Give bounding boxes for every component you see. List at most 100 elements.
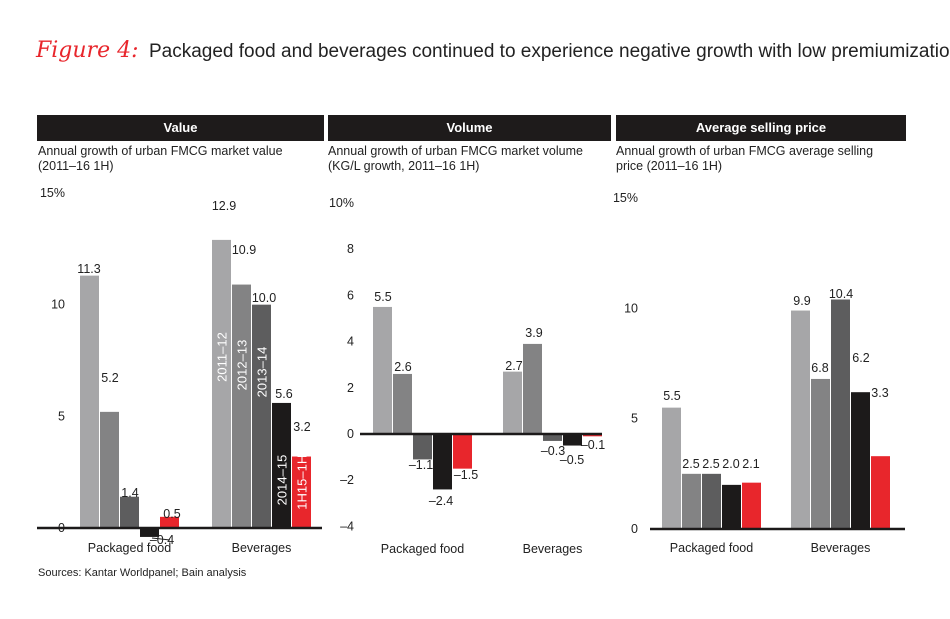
y-tick-label: 10% (329, 196, 354, 210)
data-label: 3.2 (293, 420, 310, 434)
y-tick-label: 10 (624, 301, 638, 315)
bar (433, 434, 452, 490)
y-tick-label: 4 (347, 335, 354, 349)
data-label: 2.1 (742, 457, 759, 471)
x-category-label: Beverages (523, 542, 583, 556)
data-label: 2.0 (722, 457, 739, 471)
data-label: –1.5 (454, 468, 478, 482)
bar (393, 373, 412, 434)
data-label: –0.1 (581, 438, 605, 452)
data-label: 2.6 (394, 360, 411, 374)
figure-label: Figure 4: (36, 38, 139, 63)
bar (80, 275, 99, 528)
panel-subtitle-volume: Annual growth of urban FMCG market volum… (328, 144, 583, 174)
y-tick-label: 0 (347, 427, 354, 441)
y-tick-label: –4 (340, 519, 354, 533)
series-label: 1H15–1H16 (295, 440, 310, 509)
subtitle-line: Annual growth of urban FMCG market volum… (328, 144, 583, 158)
bar (543, 434, 562, 441)
bar (851, 392, 870, 529)
y-tick-label: 8 (347, 242, 354, 256)
data-label: 2.7 (505, 359, 522, 373)
y-tick-label: –2 (340, 473, 354, 487)
panel-header-volume: Volume (328, 115, 611, 141)
bar (503, 371, 522, 434)
data-label: 3.3 (871, 386, 888, 400)
bar (453, 434, 472, 469)
bar (563, 434, 582, 446)
bar (140, 528, 159, 537)
y-tick-label: 15% (40, 186, 65, 200)
data-label: 5.5 (663, 389, 680, 403)
y-tick-label: 2 (347, 381, 354, 395)
data-label: –1.1 (409, 458, 433, 472)
bar (120, 496, 139, 528)
data-label: 2.5 (682, 457, 699, 471)
data-label: 6.8 (811, 361, 828, 375)
x-category-label: Packaged food (670, 541, 753, 555)
figure-title: Figure 4: Packaged food and beverages co… (36, 38, 950, 63)
panel-subtitle-value: Annual growth of urban FMCG market value… (38, 144, 283, 174)
bar (100, 411, 119, 528)
bar (742, 482, 761, 529)
data-label: 9.9 (793, 294, 810, 308)
data-label: –0.5 (560, 453, 584, 467)
bar (791, 310, 810, 529)
figure-heading: Packaged food and beverages continued to… (148, 41, 950, 62)
source-note: Sources: Kantar Worldpanel; Bain analysi… (38, 567, 247, 579)
bar (252, 304, 271, 528)
bar (871, 456, 890, 529)
bar (662, 407, 681, 529)
bar (160, 516, 179, 528)
x-category-label: Beverages (811, 541, 871, 555)
series-label: 2011–12 (215, 332, 230, 382)
bar (292, 456, 311, 528)
bar (722, 484, 741, 529)
x-category-label: Packaged food (381, 542, 464, 556)
data-label: 10.4 (829, 287, 853, 301)
leader-line (151, 537, 171, 541)
data-label: 12.9 (212, 199, 236, 213)
subtitle-line: Annual growth of urban FMCG average sell… (616, 144, 874, 158)
y-tick-label: 10 (51, 298, 65, 312)
subtitle-line: Annual growth of urban FMCG market value (38, 144, 283, 158)
data-label: –2.4 (429, 494, 453, 508)
subtitle-line: (KG/L growth, 2011–16 1H) (328, 159, 480, 173)
y-tick-label: 5 (58, 409, 65, 423)
data-label: 5.6 (275, 387, 292, 401)
bar (702, 473, 721, 529)
data-label: –0.3 (541, 444, 565, 458)
panel-header-value: Value (37, 115, 324, 141)
y-tick-label: 5 (631, 412, 638, 426)
data-label: –0.4 (150, 533, 174, 547)
series-label: 2013–14 (255, 347, 270, 398)
data-label: 10.0 (252, 291, 276, 305)
bar (523, 343, 542, 434)
data-label: 5.2 (101, 371, 118, 385)
data-label: 11.3 (77, 262, 100, 276)
panel-header-asp: Average selling price (616, 115, 906, 141)
bar (831, 299, 850, 529)
panel-subtitle-asp: Annual growth of urban FMCG average sell… (616, 144, 873, 174)
x-category-label: Packaged food (88, 541, 171, 555)
x-category-label: Beverages (232, 541, 292, 555)
data-label: 0.5 (163, 507, 180, 521)
data-label: 10.9 (232, 243, 256, 257)
data-label: 1.4 (121, 486, 138, 500)
bar (373, 306, 392, 434)
bar (811, 378, 830, 529)
y-tick-label: 15% (613, 191, 638, 205)
data-label: 6.2 (852, 351, 869, 365)
series-label: 2012–13 (235, 340, 250, 391)
data-label: 2.5 (702, 457, 719, 471)
y-tick-label: 6 (347, 288, 354, 302)
subtitle-line: (2011–16 1H) (38, 159, 114, 173)
bar (682, 473, 701, 529)
bar (232, 284, 251, 528)
data-label: 5.5 (374, 290, 391, 304)
data-label: 3.9 (525, 326, 542, 340)
y-tick-label: 0 (631, 522, 638, 536)
subtitle-line: price (2011–16 1H) (616, 159, 723, 173)
bar (413, 434, 432, 460)
